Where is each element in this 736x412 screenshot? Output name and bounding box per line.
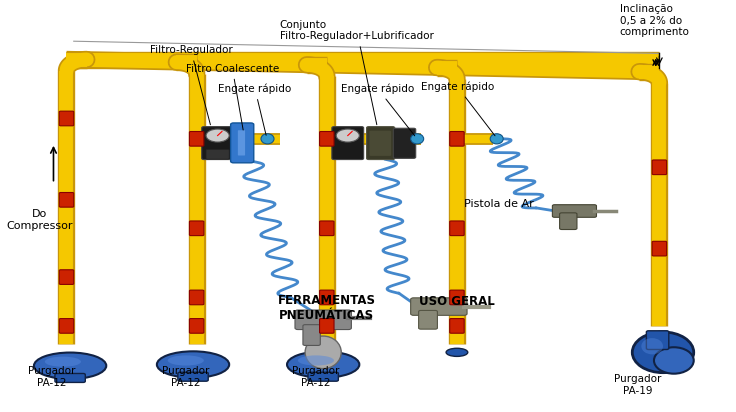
Text: Purgador
PA-12: Purgador PA-12 xyxy=(29,366,76,388)
FancyBboxPatch shape xyxy=(319,290,334,305)
FancyBboxPatch shape xyxy=(652,160,667,175)
Text: Pistola de Ar: Pistola de Ar xyxy=(464,199,534,209)
FancyBboxPatch shape xyxy=(369,131,391,156)
FancyBboxPatch shape xyxy=(206,150,229,159)
Ellipse shape xyxy=(45,357,81,367)
Ellipse shape xyxy=(411,134,424,144)
FancyBboxPatch shape xyxy=(319,318,334,333)
Ellipse shape xyxy=(34,353,106,379)
Ellipse shape xyxy=(168,356,204,365)
Ellipse shape xyxy=(305,336,342,369)
FancyBboxPatch shape xyxy=(55,374,85,382)
FancyBboxPatch shape xyxy=(367,126,394,159)
Ellipse shape xyxy=(632,332,694,373)
Text: Filtro Coalescente: Filtro Coalescente xyxy=(185,64,279,130)
Text: Do
Compressor: Do Compressor xyxy=(7,209,73,231)
Ellipse shape xyxy=(298,356,334,365)
FancyBboxPatch shape xyxy=(60,111,74,126)
FancyBboxPatch shape xyxy=(450,131,464,146)
FancyBboxPatch shape xyxy=(411,298,467,315)
FancyBboxPatch shape xyxy=(559,213,577,229)
FancyBboxPatch shape xyxy=(308,372,339,381)
Text: USO GERAL: USO GERAL xyxy=(419,295,495,308)
Text: Filtro-Regulador: Filtro-Regulador xyxy=(149,45,233,125)
FancyBboxPatch shape xyxy=(393,128,416,158)
Ellipse shape xyxy=(641,338,663,354)
Text: Conjunto
Filtro-Regulador+Lubrificador: Conjunto Filtro-Regulador+Lubrificador xyxy=(280,20,434,125)
FancyBboxPatch shape xyxy=(450,318,464,333)
Text: Inclinação
0,5 a 2% do
comprimento: Inclinação 0,5 a 2% do comprimento xyxy=(620,4,690,37)
FancyBboxPatch shape xyxy=(178,372,208,381)
Text: Purgador
PA-12: Purgador PA-12 xyxy=(292,366,339,388)
Ellipse shape xyxy=(157,351,229,378)
FancyBboxPatch shape xyxy=(202,126,233,159)
FancyBboxPatch shape xyxy=(60,270,74,284)
Text: Engate rápido: Engate rápido xyxy=(219,84,291,135)
Text: Purgador
PA-12: Purgador PA-12 xyxy=(162,366,210,388)
FancyBboxPatch shape xyxy=(189,221,204,236)
FancyBboxPatch shape xyxy=(319,221,334,236)
FancyBboxPatch shape xyxy=(189,290,204,305)
FancyBboxPatch shape xyxy=(189,318,204,333)
FancyBboxPatch shape xyxy=(238,130,245,155)
FancyBboxPatch shape xyxy=(60,318,74,333)
FancyBboxPatch shape xyxy=(319,131,334,146)
Text: Engate rápido: Engate rápido xyxy=(421,82,495,136)
Text: Purgador
PA-19: Purgador PA-19 xyxy=(614,374,662,396)
FancyBboxPatch shape xyxy=(652,241,667,256)
Ellipse shape xyxy=(287,351,359,378)
Ellipse shape xyxy=(490,134,503,144)
Circle shape xyxy=(206,129,229,142)
FancyBboxPatch shape xyxy=(332,126,364,159)
Text: Engate rápido: Engate rápido xyxy=(342,84,414,136)
FancyBboxPatch shape xyxy=(189,131,204,146)
FancyBboxPatch shape xyxy=(303,325,320,345)
FancyBboxPatch shape xyxy=(230,123,254,163)
FancyBboxPatch shape xyxy=(450,290,464,305)
Circle shape xyxy=(336,129,359,142)
FancyBboxPatch shape xyxy=(295,310,351,330)
Ellipse shape xyxy=(261,134,274,144)
Text: FERRAMENTAS
PNEUMÁTICAS: FERRAMENTAS PNEUMÁTICAS xyxy=(277,294,376,322)
FancyBboxPatch shape xyxy=(646,331,669,349)
FancyBboxPatch shape xyxy=(450,221,464,236)
Ellipse shape xyxy=(654,347,694,374)
FancyBboxPatch shape xyxy=(419,311,437,329)
Ellipse shape xyxy=(446,348,468,356)
FancyBboxPatch shape xyxy=(553,205,596,217)
FancyBboxPatch shape xyxy=(60,192,74,207)
